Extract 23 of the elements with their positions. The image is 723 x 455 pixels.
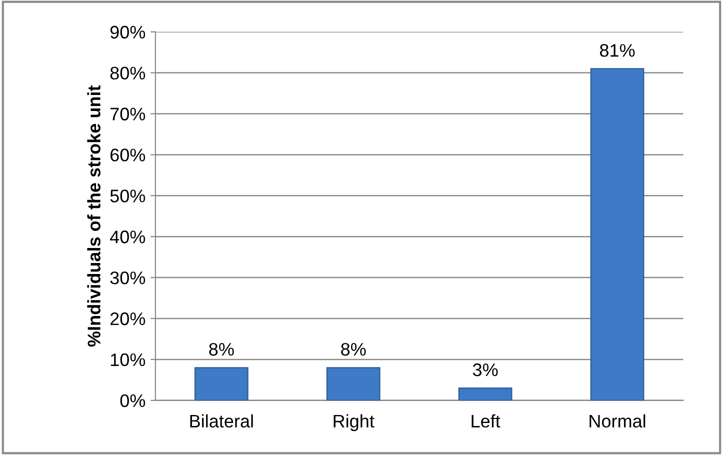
bar (194, 367, 248, 400)
y-tick-label: 40% (110, 230, 146, 244)
y-tick-label: 10% (110, 353, 146, 366)
y-tick-label: 90% (110, 26, 146, 39)
y-tick-label: 70% (110, 108, 146, 120)
data-label: 8% (209, 342, 234, 356)
y-axis-title: %Individuals of the stroke unit (87, 85, 100, 347)
y-tick-label: 80% (110, 66, 146, 80)
y-tick-label: 30% (110, 271, 146, 284)
bar (458, 388, 512, 400)
x-tick-label: Left (472, 414, 500, 428)
y-tick-label: 0% (120, 394, 146, 408)
data-label: 3% (472, 363, 498, 376)
bar (590, 68, 644, 400)
data-label: 81% (600, 44, 635, 57)
data-label: 8% (341, 342, 366, 356)
x-tick-label: Bilateral (190, 414, 253, 428)
y-tick-label: 20% (110, 312, 146, 326)
bar (326, 367, 380, 400)
x-tick-label: Right (334, 414, 374, 432)
y-tick-label: 60% (110, 148, 146, 162)
y-tick-label: 50% (110, 190, 146, 202)
x-tick-label: Normal (590, 414, 646, 428)
